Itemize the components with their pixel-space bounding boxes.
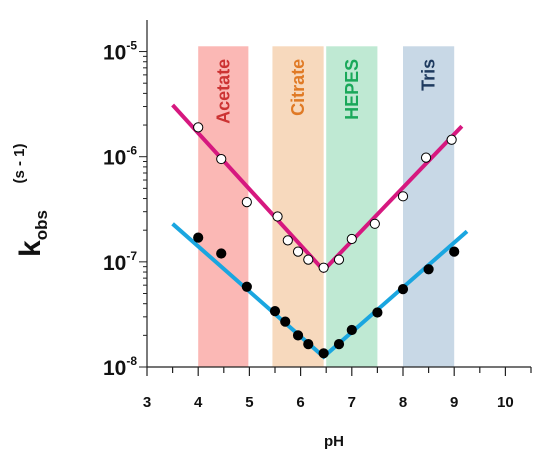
data-point [423, 264, 434, 275]
data-point [241, 197, 252, 208]
y-tick-label: 10-7 [103, 249, 137, 275]
data-point [193, 122, 204, 133]
x-tick-label: 4 [194, 394, 203, 411]
y-tick-base: 10 [103, 252, 126, 275]
y-axis-title-main: k [14, 240, 47, 257]
y-tick-label: 10-8 [103, 354, 137, 380]
y-tick-label: 10-6 [103, 144, 137, 170]
data-point [216, 248, 227, 259]
y-tick-exponent: -5 [126, 39, 137, 53]
buffer-bands: Acetate Citrate HEPES Tris [198, 46, 455, 368]
data-point [333, 254, 345, 265]
x-tick-label: 3 [143, 394, 151, 411]
y-tick-base: 10 [103, 147, 126, 170]
buffer-band-tris [403, 46, 455, 368]
data-point [303, 339, 314, 350]
data-point [282, 235, 293, 246]
y-axis-title: kobs [14, 210, 51, 257]
y-tick-base: 10 [103, 357, 126, 380]
buffer-band-label: Citrate [288, 59, 308, 116]
axes [146, 20, 531, 368]
x-tick-label: 7 [348, 394, 356, 411]
data-point [333, 339, 345, 350]
y-tick-base: 10 [103, 42, 126, 65]
data-point [303, 254, 314, 265]
data-point [216, 153, 227, 165]
data-point [397, 191, 409, 202]
data-point [280, 316, 291, 327]
data-point [292, 330, 304, 341]
data-point [193, 232, 204, 243]
y-tick-exponent: -7 [126, 249, 137, 263]
x-tick-label: 9 [450, 394, 458, 411]
data-point [346, 324, 357, 336]
x-tick-label: 5 [245, 394, 253, 411]
buffer-band-label: Tris [419, 59, 439, 91]
data-point [369, 218, 380, 229]
x-tick-label: 10 [497, 394, 514, 411]
y-tick-label: 10-5 [103, 39, 137, 65]
y-tick-exponent: -8 [126, 354, 137, 368]
x-tick-label: 6 [296, 394, 304, 411]
buffer-band-label: HEPES [342, 59, 362, 120]
data-point [318, 262, 329, 273]
data-point [397, 284, 409, 295]
buffer-band-acetate [198, 46, 249, 368]
y-axis-title-subscript: obs [32, 210, 51, 240]
data-point [372, 307, 383, 318]
data-point [420, 152, 432, 163]
buffer-band-hepes [326, 46, 378, 368]
x-tick-label: 8 [399, 394, 407, 411]
data-point [318, 348, 329, 359]
data-point [272, 211, 283, 222]
x-axis-title: pH [324, 433, 344, 450]
data-point [292, 246, 304, 257]
buffer-band-citrate [272, 46, 324, 368]
y-axis-unit: (s - 1) [11, 143, 28, 183]
y-tick-exponent: -6 [126, 144, 137, 158]
data-point [241, 281, 252, 292]
data-point [446, 134, 457, 145]
data-point [449, 246, 460, 257]
data-point [346, 233, 357, 245]
buffer-band-label: Acetate [213, 59, 233, 124]
data-point [269, 306, 281, 317]
data-points [193, 122, 460, 359]
